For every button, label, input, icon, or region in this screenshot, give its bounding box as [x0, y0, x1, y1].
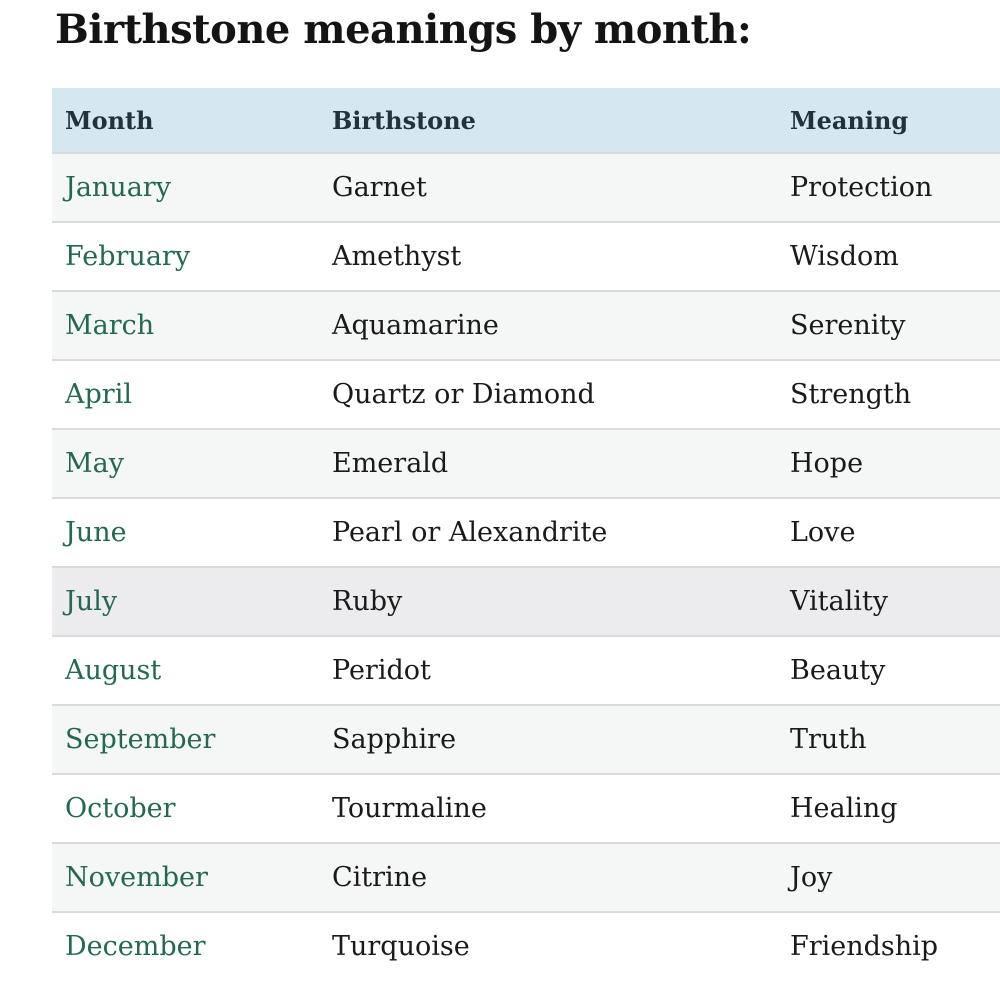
meaning-cell: Friendship [790, 931, 939, 962]
table-row: January Garnet Protection [52, 152, 1000, 221]
table-row: May Emerald Hope [52, 428, 1000, 497]
meaning-cell: Beauty [790, 655, 886, 686]
meaning-cell: Protection [790, 172, 933, 203]
birthstone-cell: Aquamarine [332, 310, 499, 341]
month-link-july[interactable]: July [65, 586, 118, 617]
meaning-cell: Truth [790, 724, 867, 755]
column-header-month: Month [65, 105, 154, 135]
column-header-meaning: Meaning [790, 105, 909, 135]
table-row: March Aquamarine Serenity [52, 290, 1000, 359]
table-header-row: Month Birthstone Meaning [52, 88, 1000, 152]
month-link-november[interactable]: November [65, 862, 208, 893]
month-link-august[interactable]: August [65, 655, 162, 686]
meaning-cell: Strength [790, 379, 912, 410]
table-row: October Tourmaline Healing [52, 773, 1000, 842]
birthstone-table: Month Birthstone Meaning January Garnet … [52, 88, 1000, 980]
month-link-september[interactable]: September [65, 724, 216, 755]
birthstone-cell: Amethyst [332, 241, 462, 272]
birthstone-cell: Garnet [332, 172, 427, 203]
meaning-cell: Wisdom [790, 241, 899, 272]
month-link-june[interactable]: June [65, 517, 127, 548]
month-link-january[interactable]: January [65, 172, 171, 203]
birthstone-cell: Pearl or Alexandrite [332, 517, 608, 548]
month-link-may[interactable]: May [65, 448, 124, 479]
birthstone-cell: Tourmaline [332, 793, 487, 824]
table-row: June Pearl or Alexandrite Love [52, 497, 1000, 566]
meaning-cell: Vitality [790, 586, 888, 617]
birthstone-cell: Sapphire [332, 724, 457, 755]
birthstone-cell: Emerald [332, 448, 449, 479]
meaning-cell: Healing [790, 793, 898, 824]
month-link-october[interactable]: October [65, 793, 176, 824]
table-row: April Quartz or Diamond Strength [52, 359, 1000, 428]
birthstone-cell: Peridot [332, 655, 431, 686]
month-link-april[interactable]: April [65, 379, 132, 410]
meaning-cell: Hope [790, 448, 864, 479]
birthstone-cell: Ruby [332, 586, 403, 617]
table-row: November Citrine Joy [52, 842, 1000, 911]
birthstone-cell: Turquoise [332, 931, 470, 962]
month-link-march[interactable]: March [65, 310, 155, 341]
column-header-birthstone: Birthstone [332, 105, 476, 135]
birthstone-cell: Citrine [332, 862, 428, 893]
month-link-december[interactable]: December [65, 931, 206, 962]
birthstone-cell: Quartz or Diamond [332, 379, 595, 410]
meaning-cell: Serenity [790, 310, 906, 341]
meaning-cell: Love [790, 517, 856, 548]
table-row-highlighted: July Ruby Vitality [52, 566, 1000, 635]
table-row: August Peridot Beauty [52, 635, 1000, 704]
table-row: December Turquoise Friendship [52, 911, 1000, 980]
meaning-cell: Joy [790, 862, 833, 893]
page-title: Birthstone meanings by month: [55, 6, 752, 53]
table-row: September Sapphire Truth [52, 704, 1000, 773]
month-link-february[interactable]: February [65, 241, 191, 272]
table-row: February Amethyst Wisdom [52, 221, 1000, 290]
